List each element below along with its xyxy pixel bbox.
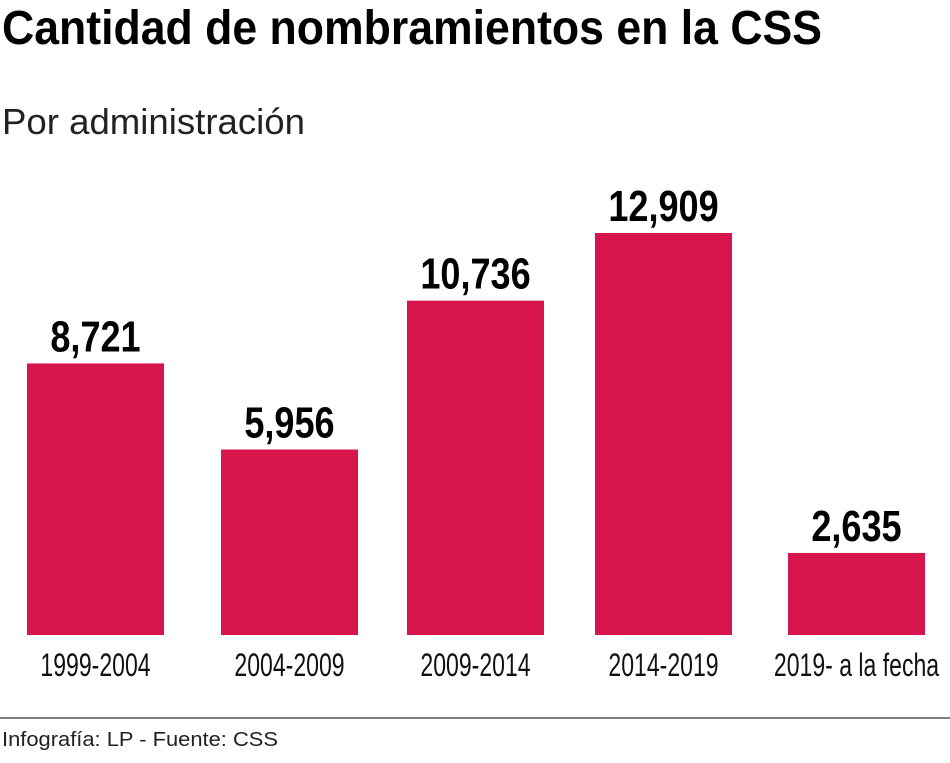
value-label: 8,721: [50, 312, 140, 361]
category-label: 2019- a la fecha: [774, 647, 940, 683]
category-label: 2009-2014: [420, 647, 530, 683]
value-label: 10,736: [420, 249, 530, 298]
bar-2019-a-la-fecha: [788, 552, 925, 635]
bar-2004-2009: [221, 449, 358, 635]
value-label: 12,909: [608, 182, 718, 231]
source-note: Infografía: LP - Fuente: CSS: [2, 729, 278, 751]
bar-1999-2004: [27, 363, 164, 635]
value-label: 5,956: [244, 398, 334, 447]
chart-subtitle: Por administración: [2, 101, 305, 142]
bar-2014-2019: [595, 233, 732, 635]
value-label: 2,635: [811, 502, 901, 551]
category-label: 2014-2019: [608, 647, 718, 683]
category-label: 2004-2009: [234, 647, 344, 683]
bar-2009-2014: [407, 300, 544, 635]
category-label: 1999-2004: [40, 647, 150, 683]
chart-title: Cantidad de nombramientos en la CSS: [2, 2, 822, 55]
